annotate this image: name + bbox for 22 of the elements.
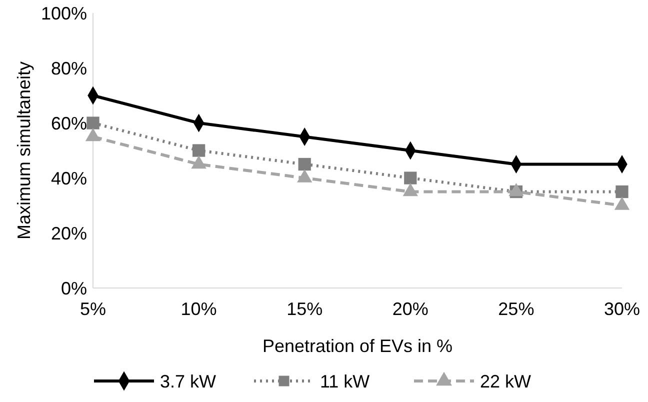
y-tick-label: 0% [60,278,87,298]
y-tick-label: 80% [50,58,87,78]
y-tick-label: 20% [50,223,87,244]
y-tick-label: 100% [40,3,87,24]
point [404,172,417,184]
point [86,116,100,130]
legend-label: 11 kW [320,371,370,392]
legend-label: 3.7 kW [160,371,216,392]
y-axis-title: Maximum simultaneity [14,61,34,240]
x-tick-label: 30% [604,299,640,319]
y-tick-label: 60% [50,113,87,134]
x-tick-label: 10% [180,299,217,319]
x-tick-label: 5% [80,299,106,319]
point [616,185,628,198]
x-axis-title: Penetration of EVs in % [262,336,453,356]
x-tick-label: 15% [286,299,323,319]
legend-label: 22 kW [480,371,532,392]
x-tick-label: 20% [392,299,428,319]
x-tick-label: 25% [498,299,534,319]
point [298,158,311,171]
y-tick-label: 40% [50,168,87,188]
point [192,144,206,157]
